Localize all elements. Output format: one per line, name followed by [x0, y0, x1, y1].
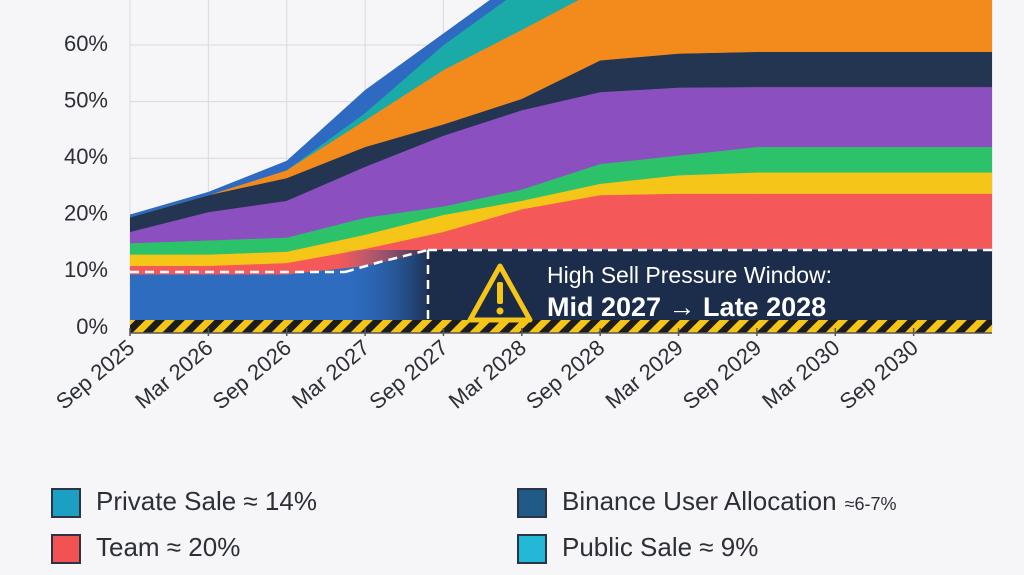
legend-label: Binance User Allocation: [562, 486, 837, 516]
y-tick-label: 60%: [64, 31, 108, 56]
y-tick-label: 50%: [64, 87, 108, 112]
legend-swatch: [517, 534, 547, 564]
legend-label: Team ≈ 20%: [96, 532, 240, 562]
area: [130, 0, 507, 218]
x-tick-label: Mar 2027: [287, 335, 374, 414]
legend-label: Public Sale ≈ 9%: [562, 532, 758, 562]
y-tick-label: 20%: [64, 201, 108, 226]
warning-icon: [496, 307, 504, 315]
legend-swatch: [517, 488, 547, 518]
legend-swatch: [51, 534, 81, 564]
x-tick-label: Sep 2030: [835, 335, 923, 415]
y-tick-label: 10%: [64, 257, 108, 282]
x-tick-label: Mar 2030: [757, 335, 844, 414]
legend: Private Sale ≈ 14% Binance User Allocatio…: [51, 486, 897, 564]
annotation-title: High Sell Pressure Window:: [547, 262, 832, 288]
annotation: High Sell Pressure Window: Mid 2027 → La…: [130, 248, 992, 333]
x-tick-label: Mar 2029: [600, 335, 687, 414]
y-tick-label: 40%: [64, 144, 108, 169]
x-tick-label: Sep 2028: [521, 335, 609, 415]
x-tick-label: Sep 2029: [678, 335, 766, 415]
legend-swatch: [51, 488, 81, 518]
fade: [340, 250, 430, 320]
annotation-text: Mid 2027 → Late 2028: [547, 292, 826, 322]
warning-icon: [497, 282, 503, 304]
x-tick-label: Sep 2025: [51, 335, 139, 415]
legend-note: ≈6-7%: [845, 494, 897, 514]
x-tick-label: Mar 2026: [130, 335, 217, 414]
x-tick-label: Sep 2026: [208, 335, 296, 415]
legend-label: Private Sale ≈ 14%: [96, 486, 317, 516]
x-tick-label: Sep 2027: [364, 335, 452, 415]
hatch-band: [130, 320, 992, 333]
y-tick-label: 0%: [76, 314, 108, 339]
x-tick-label: Mar 2028: [444, 335, 531, 414]
dashed-line: [344, 248, 429, 274]
